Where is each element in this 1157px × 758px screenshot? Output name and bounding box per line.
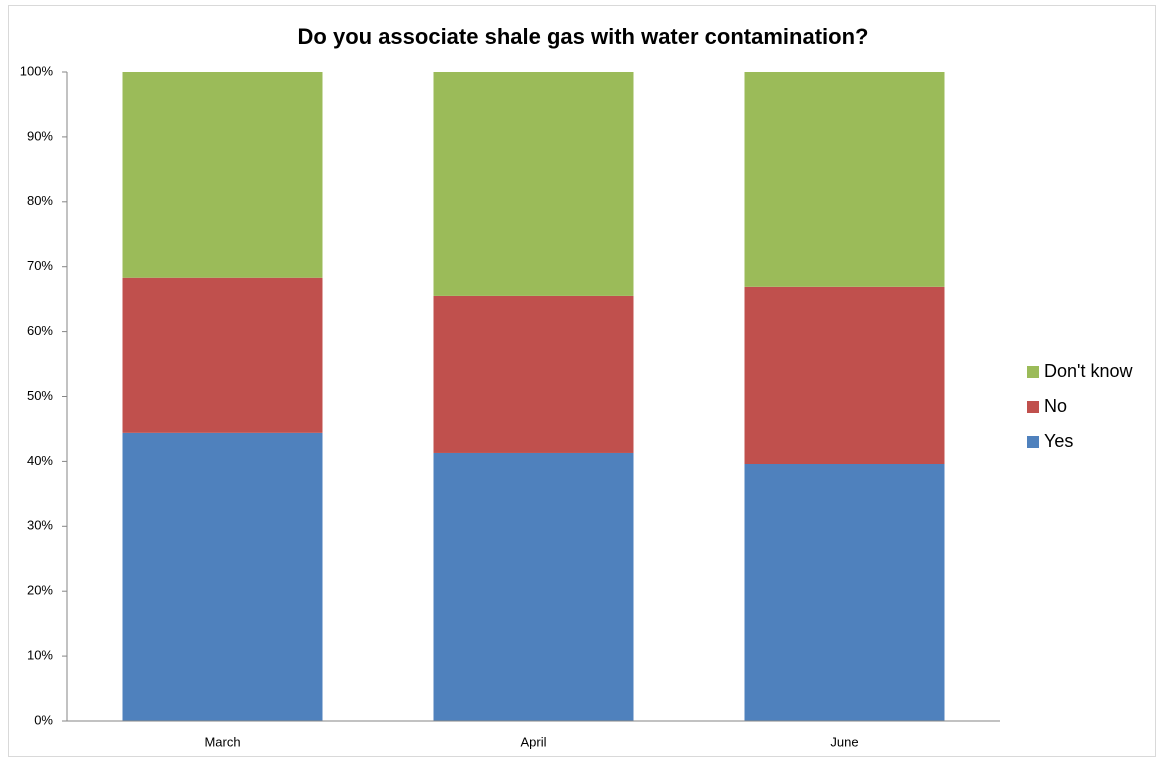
y-tick-label: 0% [34, 712, 53, 727]
bar-segment [744, 72, 945, 287]
chart-title: Do you associate shale gas with water co… [298, 24, 869, 49]
y-tick-label: 10% [27, 648, 53, 663]
legend-label: Don't know [1044, 361, 1133, 381]
y-tick-label: 20% [27, 583, 53, 598]
y-tick-label: 50% [27, 388, 53, 403]
bar-segment [122, 277, 323, 433]
bar-segment [433, 452, 634, 721]
y-tick-label: 60% [27, 323, 53, 338]
legend-label: No [1044, 396, 1067, 416]
legend-swatch [1027, 366, 1039, 378]
y-tick-label: 90% [27, 128, 53, 143]
y-tick-label: 40% [27, 453, 53, 468]
bar-segment [433, 72, 634, 296]
legend-swatch [1027, 436, 1039, 448]
y-tick-label: 100% [20, 63, 54, 78]
x-tick-label: March [204, 734, 240, 749]
x-tick-label: April [520, 734, 546, 749]
bar-segment [744, 286, 945, 464]
bar-segment [122, 432, 323, 721]
x-tick-label: June [830, 734, 858, 749]
bar-segment [433, 295, 634, 453]
bar-segment [122, 72, 323, 278]
legend-label: Yes [1044, 431, 1073, 451]
y-tick-label: 30% [27, 518, 53, 533]
legend-swatch [1027, 401, 1039, 413]
y-tick-label: 80% [27, 193, 53, 208]
y-tick-label: 70% [27, 258, 53, 273]
bar-segment [744, 463, 945, 721]
